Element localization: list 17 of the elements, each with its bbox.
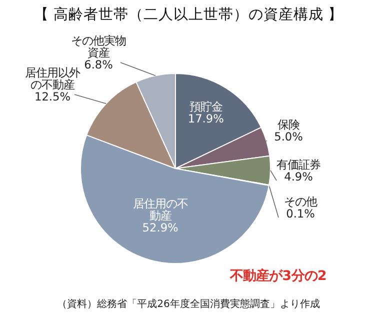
text: 不動産が3分の2 xyxy=(229,268,327,284)
slice-label: 保険 xyxy=(278,118,300,132)
slice-label: その他実物資産 xyxy=(71,34,126,60)
slice-label: 居住用以外の不動産 xyxy=(25,66,80,92)
slice-label: その他 xyxy=(284,194,317,208)
data-label: 12.5% xyxy=(34,90,71,104)
data-label: 6.8% xyxy=(84,58,114,72)
slice-label: 居住用の不動産 xyxy=(132,196,188,222)
data-label: 17.9% xyxy=(188,111,224,126)
data-label: 4.9% xyxy=(284,170,314,184)
chart-title: 【 高齢者世帯（二人以上世帯）の資産構成 】 xyxy=(34,6,344,23)
data-label: 0.1% xyxy=(286,206,316,220)
slice-label: 有価証券 xyxy=(276,158,320,172)
data-label: 52.9% xyxy=(142,220,179,234)
data-label: 5.0% xyxy=(274,130,304,144)
text: （資料）総務省「平成26年度全国消費実態調査」より作成 xyxy=(57,298,320,310)
slice-label: 預貯金 xyxy=(189,99,222,114)
